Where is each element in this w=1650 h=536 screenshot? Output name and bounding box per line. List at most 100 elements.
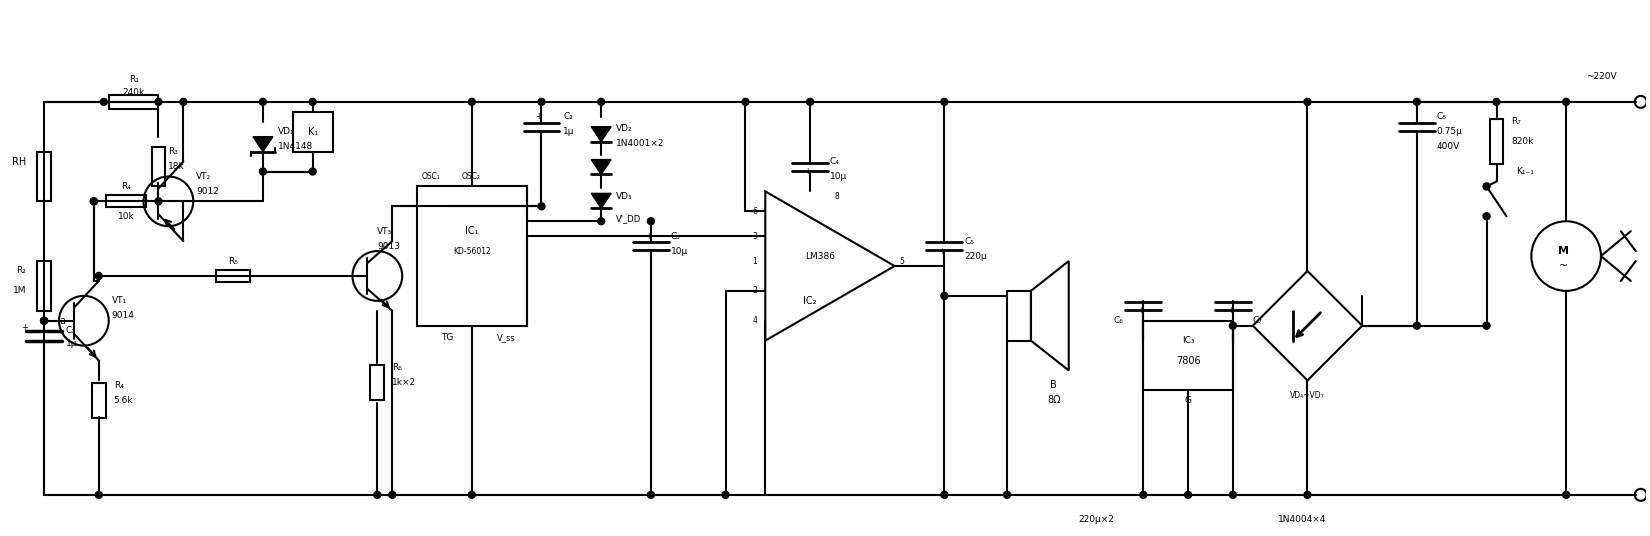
Circle shape [1003,492,1010,498]
Text: 10μ: 10μ [672,247,688,256]
Text: C₈: C₈ [1437,112,1447,121]
Text: R₄: R₄ [114,381,124,390]
Circle shape [1229,322,1236,329]
Circle shape [1229,492,1236,498]
Text: VD₂: VD₂ [615,124,632,133]
Polygon shape [591,160,610,175]
Circle shape [940,492,947,498]
Text: OSC₁: OSC₁ [422,172,441,181]
Text: 1μ: 1μ [66,339,78,348]
Bar [106,196,147,207]
Circle shape [538,99,544,106]
Text: R₅: R₅ [228,257,238,265]
Bar [292,112,333,152]
Circle shape [96,272,102,279]
Circle shape [96,492,102,498]
Bar [1490,120,1503,164]
Text: 220μ: 220μ [964,251,987,260]
Text: 820k: 820k [1511,137,1534,146]
Circle shape [647,218,655,225]
Circle shape [1414,322,1421,329]
Text: 3: 3 [752,232,757,241]
Text: OSC₂: OSC₂ [462,172,480,181]
Circle shape [101,99,107,106]
Text: +: + [939,247,944,256]
Bar [1143,321,1233,390]
Text: R₂: R₂ [16,266,26,276]
Text: +: + [21,323,28,332]
Text: VT₂: VT₂ [196,172,211,181]
Bar [36,152,51,202]
Text: C₃: C₃ [672,232,681,241]
Circle shape [1414,99,1421,106]
Polygon shape [252,137,272,152]
Text: 1N4004×4: 1N4004×4 [1277,515,1327,524]
Text: 220μ×2: 220μ×2 [1079,515,1114,524]
Text: 1N4148: 1N4148 [277,142,314,151]
Circle shape [375,492,381,498]
Text: 1: 1 [752,257,757,265]
Bar [152,147,165,187]
Text: 10μ: 10μ [830,172,846,181]
Text: 7806: 7806 [1176,355,1201,366]
Text: C₂: C₂ [563,112,573,121]
Bar [216,270,251,282]
Text: 9014: 9014 [112,311,135,320]
Bar [36,261,51,311]
Text: IC₁: IC₁ [465,226,478,236]
Polygon shape [591,126,610,142]
Text: 1M: 1M [13,286,26,295]
Circle shape [91,198,97,205]
Text: a: a [59,316,64,326]
Text: VD₁: VD₁ [277,127,294,136]
Text: VD₃: VD₃ [615,192,632,201]
Text: 18k: 18k [168,162,185,171]
Text: C₁: C₁ [66,326,76,335]
Text: C₇: C₇ [1252,316,1262,325]
Text: VD₄~VD₇: VD₄~VD₇ [1290,391,1325,400]
Circle shape [742,99,749,106]
Text: 0.75μ: 0.75μ [1437,127,1462,136]
Circle shape [155,99,162,106]
Circle shape [389,492,396,498]
Text: 5: 5 [899,257,904,265]
Text: LM386: LM386 [805,251,835,260]
Text: 2: 2 [752,286,757,295]
Circle shape [41,317,48,324]
Circle shape [723,492,729,498]
Bar [370,366,384,400]
Text: R₇: R₇ [1511,117,1521,126]
Text: +: + [1226,306,1233,315]
Circle shape [1140,492,1147,498]
Text: ~220V: ~220V [1586,72,1617,81]
Text: 400V: 400V [1437,142,1460,151]
Text: V'_DD: V'_DD [615,214,642,223]
Circle shape [940,292,947,299]
Bar [109,95,158,109]
Text: C₄: C₄ [830,157,840,166]
Text: R₄: R₄ [120,182,130,191]
Text: 1μ: 1μ [563,127,574,136]
Circle shape [469,99,475,106]
Circle shape [1304,492,1312,498]
Text: 8Ω: 8Ω [1048,396,1061,405]
Circle shape [1483,183,1490,190]
Text: 9013: 9013 [378,242,401,251]
Circle shape [1563,99,1569,106]
Circle shape [1304,99,1312,106]
Text: VT₃: VT₃ [378,227,393,236]
Circle shape [259,168,266,175]
Text: 8: 8 [835,192,840,201]
Text: ~: ~ [1559,261,1568,271]
Circle shape [940,99,947,106]
Circle shape [538,203,544,210]
Text: 10k: 10k [117,212,135,221]
Circle shape [309,168,317,175]
Text: TG: TG [441,333,454,342]
Text: IC₃: IC₃ [1181,336,1195,345]
Text: +: + [645,232,652,241]
Text: RH: RH [12,157,26,167]
Text: 9012: 9012 [196,187,219,196]
Circle shape [1483,213,1490,220]
Text: 1k×2: 1k×2 [393,378,416,388]
